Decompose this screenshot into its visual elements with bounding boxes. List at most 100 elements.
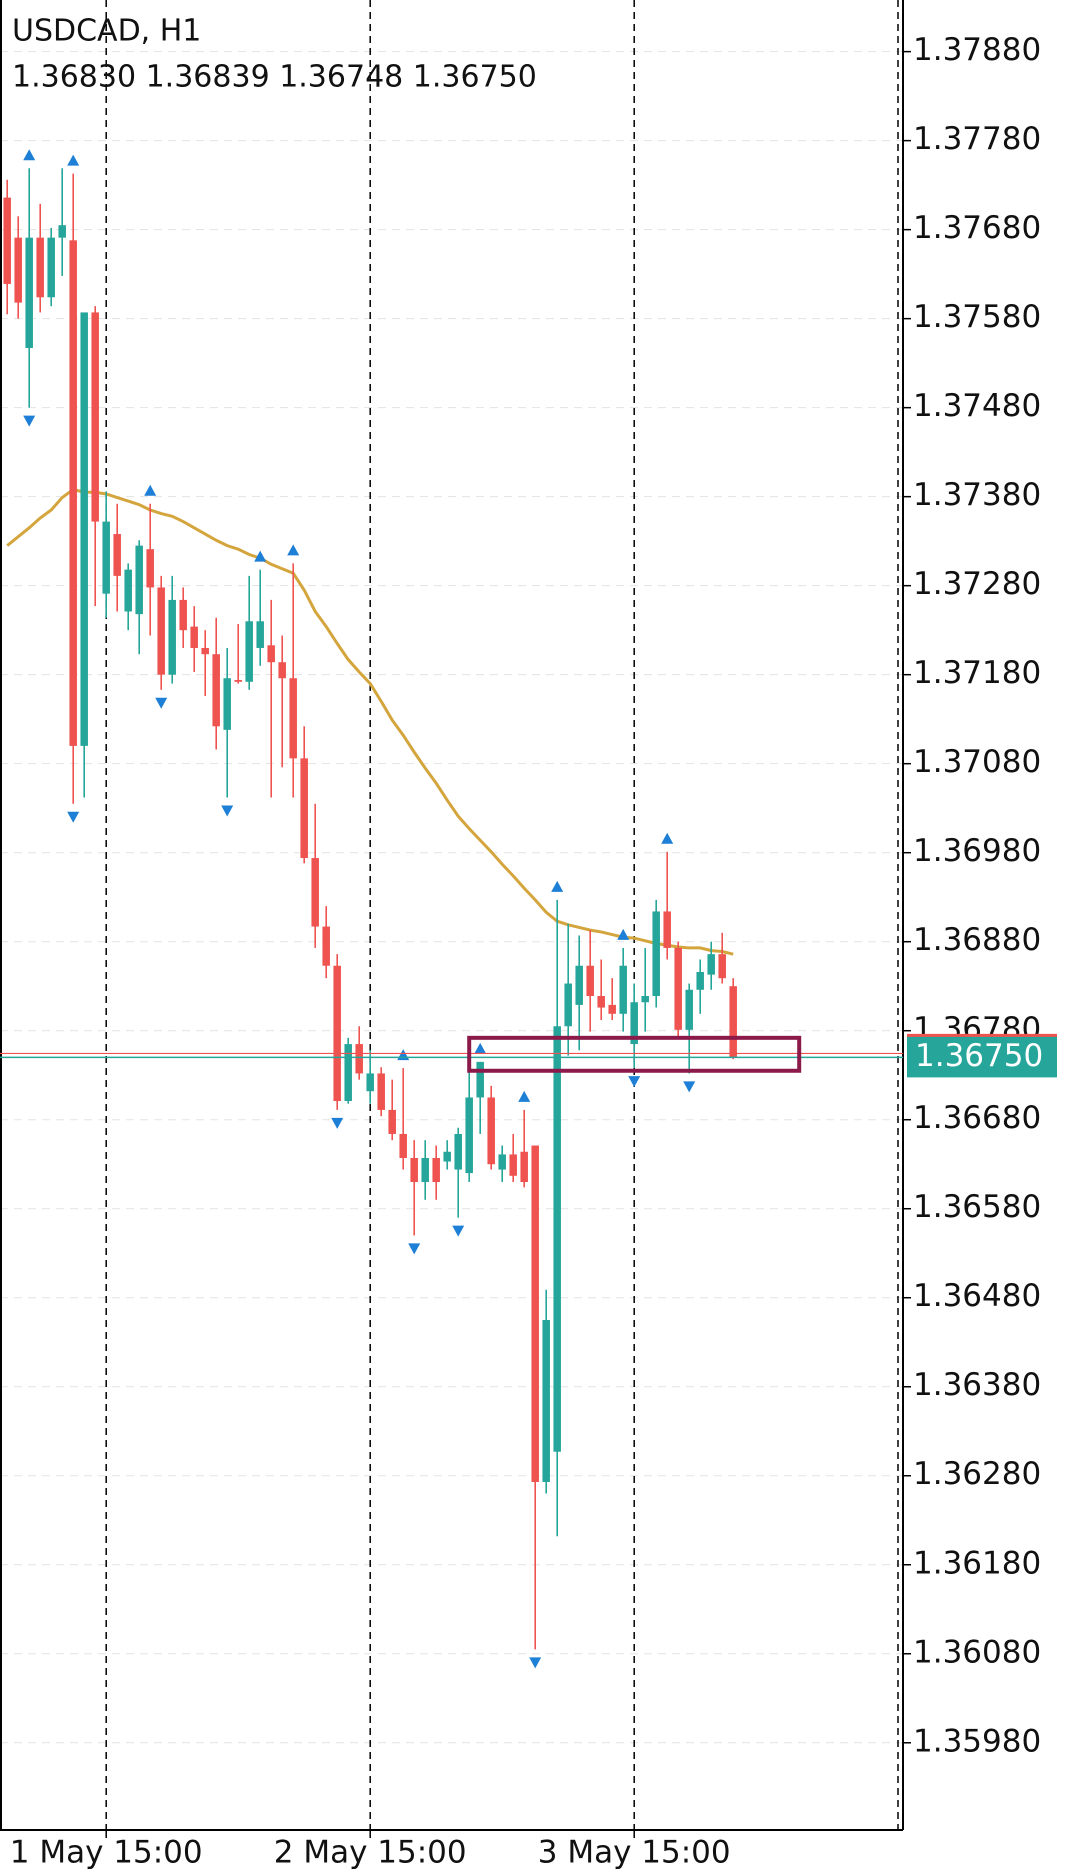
candle-body — [124, 569, 132, 612]
fractal-up — [144, 484, 157, 496]
y-tick-label: 1.37280 — [913, 566, 1041, 602]
fractal-up — [287, 544, 300, 556]
y-tick-label: 1.37780 — [913, 121, 1041, 157]
y-tick-label: 1.36580 — [913, 1189, 1041, 1225]
candle-body — [652, 911, 660, 996]
candle-body — [256, 621, 264, 648]
candle-body — [619, 965, 627, 1014]
candle-body — [465, 1097, 473, 1174]
candle-body — [608, 1004, 616, 1014]
candle-body — [179, 599, 187, 631]
candle-body — [487, 1097, 495, 1165]
candle-body — [476, 1061, 484, 1098]
candle-body — [168, 599, 176, 675]
candle-body — [80, 312, 88, 746]
candle-body — [289, 678, 297, 759]
fractal-down — [529, 1657, 542, 1669]
candle-body — [311, 858, 319, 927]
candle-body — [707, 954, 715, 975]
candle-body — [597, 995, 605, 1008]
fractal-up — [67, 154, 80, 166]
x-tick-label: 1 May 15:00 — [10, 1835, 203, 1871]
x-tick-label: 3 May 15:00 — [538, 1835, 731, 1871]
fractal-down — [221, 805, 234, 817]
candle-body — [135, 545, 143, 615]
candle-body — [267, 645, 275, 663]
moving-average — [6, 487, 734, 956]
fractal-up — [617, 928, 630, 940]
candle-body — [201, 647, 209, 655]
candle-body — [531, 1145, 539, 1482]
y-tick-label: 1.36180 — [913, 1545, 1041, 1581]
candle-body — [575, 965, 583, 1005]
candle-body — [498, 1154, 506, 1170]
y-tick-label: 1.35980 — [913, 1723, 1041, 1759]
fractal-up — [518, 1090, 531, 1102]
y-tick-label: 1.37380 — [913, 477, 1041, 513]
candle-body — [520, 1151, 528, 1183]
fractal-down — [155, 697, 168, 709]
y-tick-label: 1.37480 — [913, 388, 1041, 424]
y-tick-label: 1.37080 — [913, 744, 1041, 780]
fractal-up — [474, 1042, 487, 1054]
candle-body — [641, 995, 649, 1003]
candle-body — [36, 237, 44, 298]
candle-body — [377, 1073, 385, 1110]
candle-body — [729, 986, 737, 1058]
fractal-down — [23, 415, 36, 427]
candle-body — [410, 1157, 418, 1183]
candle-body — [366, 1073, 374, 1092]
fractal-down — [408, 1243, 421, 1255]
candle-body — [718, 954, 726, 979]
chart-title: USDCAD, H1 — [12, 14, 201, 49]
candle-body — [157, 587, 165, 675]
candle-body — [443, 1151, 451, 1162]
candle-body — [333, 965, 341, 1102]
candle-body — [564, 983, 572, 1027]
ohlc-header: 1.36830 1.36839 1.36748 1.36750 — [12, 60, 537, 95]
candle-body — [399, 1133, 407, 1158]
fractal-up — [254, 550, 267, 562]
candle-body — [25, 237, 33, 349]
candle-body — [212, 654, 220, 727]
candle-body — [542, 1319, 550, 1482]
fractal-up — [23, 149, 36, 161]
candle-body — [509, 1154, 517, 1176]
candle-body — [3, 197, 11, 284]
candle-body — [91, 312, 99, 522]
y-tick-label: 1.36980 — [913, 833, 1041, 869]
x-tick-label: 2 May 15:00 — [274, 1835, 467, 1871]
candle-body — [223, 678, 231, 730]
candle-body — [190, 626, 198, 648]
fractal-down — [628, 1076, 641, 1088]
candle-body — [553, 1026, 561, 1452]
y-tick-label: 1.36680 — [913, 1100, 1041, 1136]
candle-body — [630, 1002, 638, 1045]
candle-body — [696, 971, 704, 990]
candle-body — [685, 989, 693, 1030]
fractal-down — [683, 1081, 696, 1093]
y-tick-label: 1.36380 — [913, 1367, 1041, 1403]
candle-body — [344, 1044, 352, 1102]
fractal-down — [331, 1117, 344, 1129]
fractal-down — [452, 1225, 465, 1237]
y-tick-label: 1.36280 — [913, 1456, 1041, 1492]
candle-body — [234, 680, 242, 682]
candle-body — [421, 1157, 429, 1183]
candle-body — [432, 1157, 440, 1183]
y-tick-label: 1.36880 — [913, 922, 1041, 958]
y-tick-label: 1.36080 — [913, 1634, 1041, 1670]
candle-body — [388, 1109, 396, 1134]
fractal-down — [67, 811, 80, 823]
price-label: 1.36750 — [915, 1038, 1043, 1074]
y-tick-label: 1.36480 — [913, 1278, 1041, 1314]
candle-body — [300, 758, 308, 859]
candle-body — [58, 225, 66, 238]
zone-rectangle — [467, 1035, 802, 1073]
y-tick-label: 1.37180 — [913, 655, 1041, 691]
candle-body — [355, 1044, 363, 1074]
candle-body — [278, 662, 286, 679]
fractal-up — [661, 832, 674, 844]
